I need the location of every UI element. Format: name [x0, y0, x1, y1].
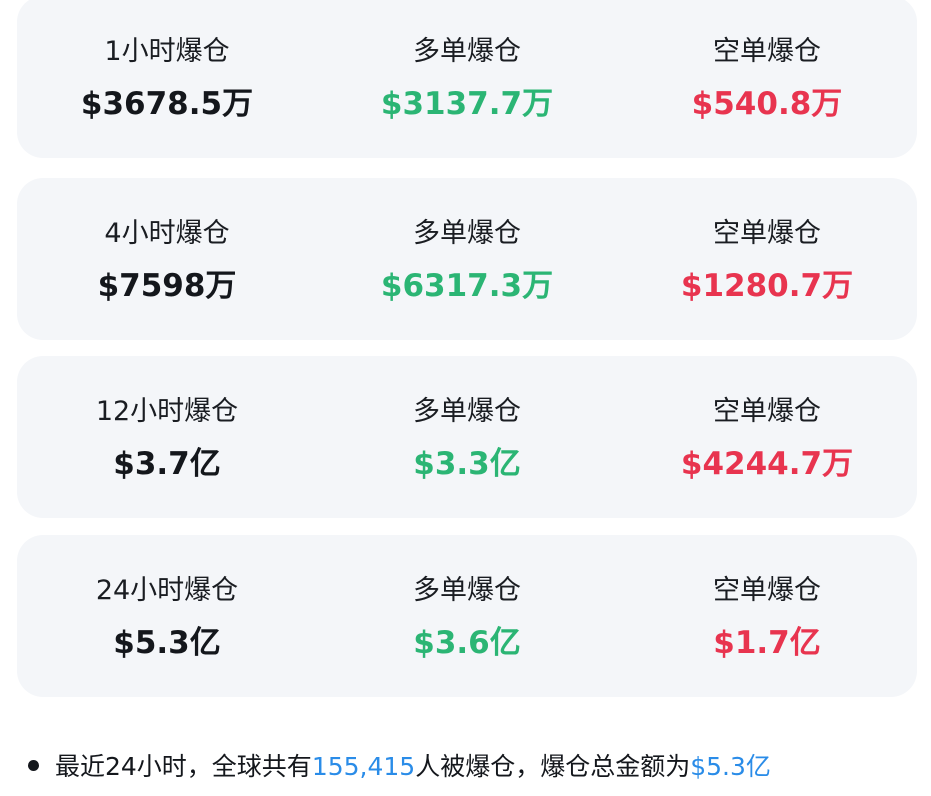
liquidation-card: 24小时爆仓 $5.3亿 多单爆仓 $3.6亿 空单爆仓 $1.7亿	[17, 535, 917, 697]
people-count: 155,415	[311, 752, 416, 781]
total-amount: $5.3亿	[690, 752, 771, 781]
summary-middle: 人被爆仓，爆仓总金额为	[415, 752, 691, 781]
long-value: $3.6亿	[413, 625, 521, 661]
long-value: $3137.7万	[380, 86, 554, 122]
short-value: $1.7亿	[713, 625, 821, 661]
short-value: $1280.7万	[680, 268, 854, 304]
long-label: 多单爆仓	[413, 396, 521, 427]
short-label: 空单爆仓	[713, 36, 821, 67]
liquidation-card: 12小时爆仓 $3.7亿 多单爆仓 $3.3亿 空单爆仓 $4244.7万	[17, 356, 917, 518]
liquidation-summary: 最近24小时，全球共有155,415人被爆仓，爆仓总金额为$5.3亿	[28, 750, 771, 784]
short-label: 空单爆仓	[713, 396, 821, 427]
long-label: 多单爆仓	[413, 575, 521, 606]
total-value: $5.3亿	[113, 625, 221, 661]
total-label: 1小时爆仓	[104, 36, 230, 67]
liquidation-card: 1小时爆仓 $3678.5万 多单爆仓 $3137.7万 空单爆仓 $540.8万	[17, 0, 917, 158]
total-label: 24小时爆仓	[95, 575, 239, 606]
total-value: $3.7亿	[113, 446, 221, 482]
summary-prefix: 最近24小时，全球共有	[55, 752, 312, 781]
short-value: $540.8万	[691, 86, 843, 122]
short-label: 空单爆仓	[713, 575, 821, 606]
total-label: 4小时爆仓	[104, 218, 230, 249]
long-value: $6317.3万	[380, 268, 554, 304]
long-label: 多单爆仓	[413, 218, 521, 249]
liquidation-card: 4小时爆仓 $7598万 多单爆仓 $6317.3万 空单爆仓 $1280.7万	[17, 178, 917, 340]
total-label: 12小时爆仓	[95, 396, 239, 427]
total-value: $7598万	[97, 268, 237, 304]
long-value: $3.3亿	[413, 446, 521, 482]
total-value: $3678.5万	[80, 86, 254, 122]
short-label: 空单爆仓	[713, 218, 821, 249]
long-label: 多单爆仓	[413, 36, 521, 67]
short-value: $4244.7万	[680, 446, 854, 482]
bullet-icon	[28, 759, 39, 771]
